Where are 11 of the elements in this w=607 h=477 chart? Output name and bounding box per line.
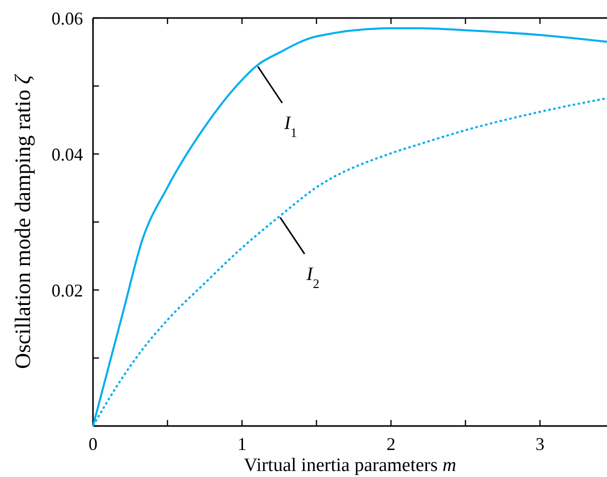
y-tick-label: 0.04	[52, 144, 83, 164]
x-tick-label: 0	[88, 434, 98, 454]
x-tick-label: 2	[386, 434, 396, 454]
y-tick-label: 0.02	[52, 280, 83, 300]
y-axis-title: Oscillation mode damping ratio ζ	[10, 73, 35, 369]
text: I$_{2}$	[306, 264, 320, 290]
text: I$_{1}$	[283, 113, 298, 140]
x-axis-title: Virtual inertia parameters m	[244, 455, 456, 476]
x-tick-label: 3	[535, 434, 544, 454]
x-tick-label: 1	[237, 434, 246, 454]
y-tick-label: 0.06	[52, 8, 83, 28]
